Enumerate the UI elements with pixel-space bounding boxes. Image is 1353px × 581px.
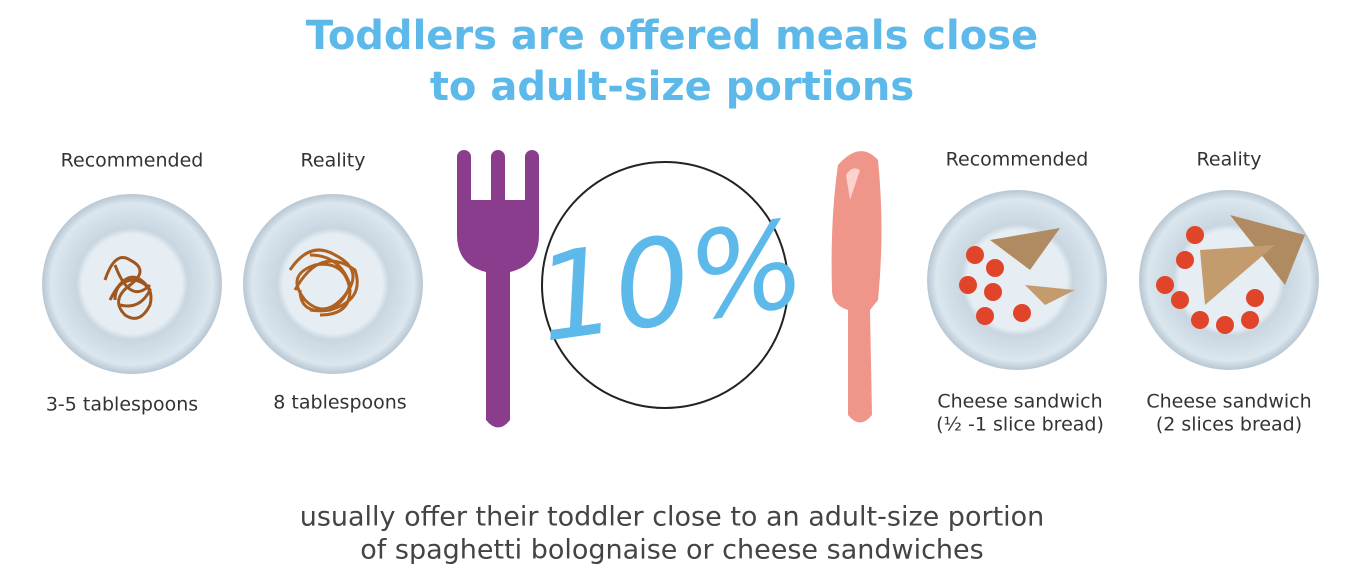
footer-line: of spaghetti bolognaise or cheese sandwi… (360, 535, 983, 566)
panel-caption: (½ -1 slice bread) (936, 414, 1104, 436)
sandwich (959, 228, 1075, 325)
plate-outline (541, 161, 789, 409)
spaghetti (103, 256, 153, 320)
panel-caption: 8 tablespoons (273, 392, 406, 414)
panel-label: Recommended (61, 150, 204, 172)
panel-caption: Cheese sandwich (937, 391, 1102, 413)
spaghetti (288, 248, 359, 317)
panel-caption: Cheese sandwich (1146, 391, 1311, 413)
knife (831, 151, 882, 423)
panel-label: Reality (301, 150, 366, 172)
panel-label: Recommended (946, 149, 1089, 171)
panel-caption: (2 slices bread) (1156, 414, 1302, 436)
fork (457, 150, 539, 428)
plate (927, 190, 1107, 370)
panel-caption: 3-5 tablespoons (46, 394, 198, 416)
sandwich (1156, 215, 1305, 334)
title-line: Toddlers are offered meals close (306, 13, 1038, 59)
title-line: to adult-size portions (430, 64, 914, 110)
footer-line: usually offer their toddler close to an … (300, 502, 1045, 533)
plate (243, 194, 423, 374)
panel-label: Reality (1197, 149, 1262, 171)
